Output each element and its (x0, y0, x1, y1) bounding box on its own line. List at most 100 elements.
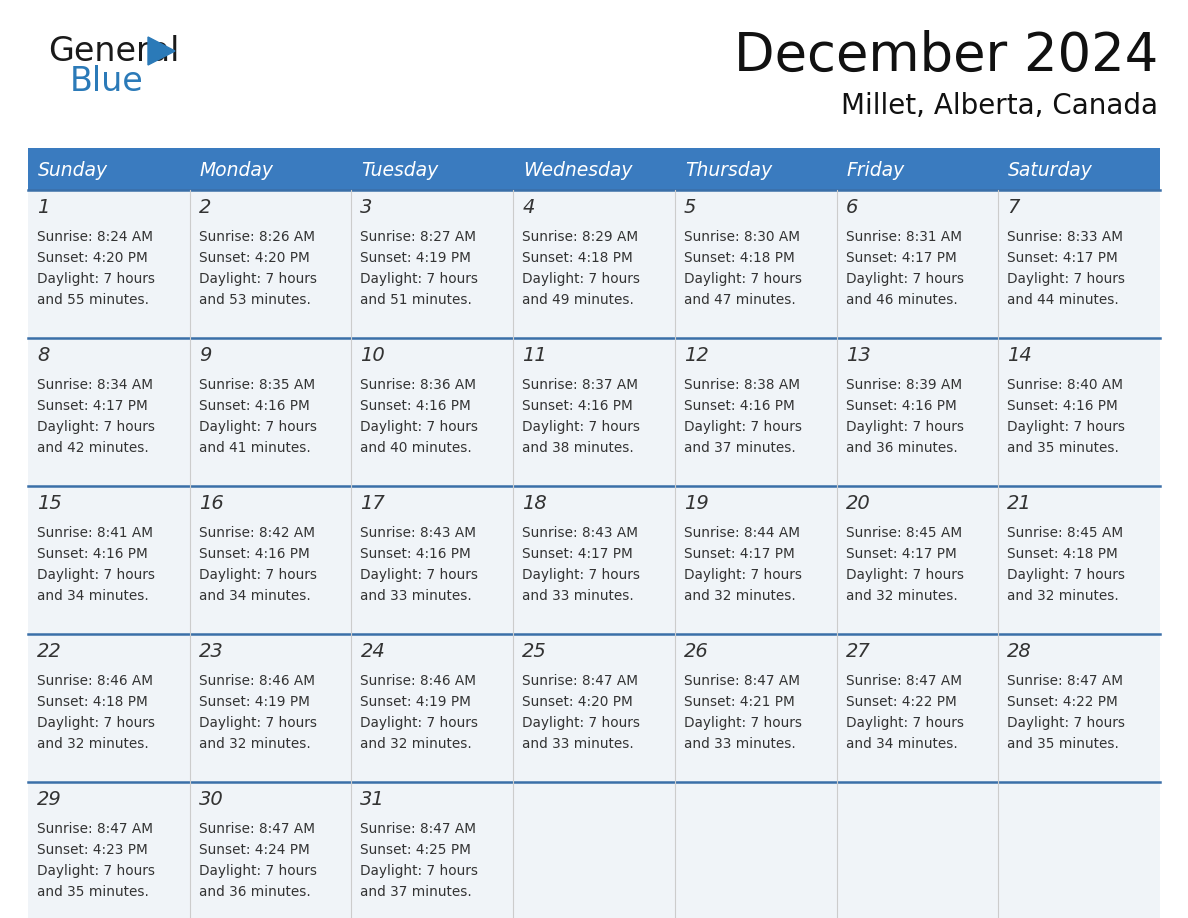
Text: Sunrise: 8:45 AM: Sunrise: 8:45 AM (1007, 526, 1124, 540)
Text: Daylight: 7 hours: Daylight: 7 hours (37, 864, 154, 878)
Text: Sunrise: 8:37 AM: Sunrise: 8:37 AM (523, 378, 638, 392)
Text: and 35 minutes.: and 35 minutes. (1007, 441, 1119, 455)
Text: 1: 1 (37, 198, 50, 217)
Text: and 41 minutes.: and 41 minutes. (198, 441, 310, 455)
Text: Sunrise: 8:35 AM: Sunrise: 8:35 AM (198, 378, 315, 392)
Text: 10: 10 (360, 346, 385, 365)
Text: Sunset: 4:18 PM: Sunset: 4:18 PM (523, 251, 633, 265)
Text: December 2024: December 2024 (734, 30, 1158, 82)
Text: Sunrise: 8:26 AM: Sunrise: 8:26 AM (198, 230, 315, 244)
Text: Sunset: 4:17 PM: Sunset: 4:17 PM (523, 547, 633, 561)
Text: and 32 minutes.: and 32 minutes. (684, 589, 796, 603)
Text: and 32 minutes.: and 32 minutes. (37, 737, 148, 751)
Text: and 53 minutes.: and 53 minutes. (198, 293, 310, 307)
Text: Sunset: 4:16 PM: Sunset: 4:16 PM (846, 399, 956, 413)
Text: Sunrise: 8:47 AM: Sunrise: 8:47 AM (1007, 674, 1124, 688)
Text: Daylight: 7 hours: Daylight: 7 hours (846, 272, 963, 286)
Text: Sunrise: 8:34 AM: Sunrise: 8:34 AM (37, 378, 153, 392)
Bar (29, 148, 1159, 190)
Bar (29, 782, 1159, 918)
Text: 29: 29 (37, 790, 62, 809)
Text: Daylight: 7 hours: Daylight: 7 hours (846, 420, 963, 434)
Text: Sunset: 4:17 PM: Sunset: 4:17 PM (1007, 251, 1118, 265)
Text: Sunrise: 8:47 AM: Sunrise: 8:47 AM (684, 674, 800, 688)
Text: and 37 minutes.: and 37 minutes. (684, 441, 796, 455)
Text: 2: 2 (198, 198, 211, 217)
Text: Sunrise: 8:40 AM: Sunrise: 8:40 AM (1007, 378, 1124, 392)
Text: Daylight: 7 hours: Daylight: 7 hours (1007, 420, 1125, 434)
Text: Thursday: Thursday (684, 161, 772, 180)
Text: Sunrise: 8:47 AM: Sunrise: 8:47 AM (523, 674, 638, 688)
Text: Daylight: 7 hours: Daylight: 7 hours (846, 716, 963, 730)
Text: and 35 minutes.: and 35 minutes. (37, 885, 148, 899)
Text: and 55 minutes.: and 55 minutes. (37, 293, 148, 307)
Text: 28: 28 (1007, 642, 1032, 661)
Text: Sunset: 4:24 PM: Sunset: 4:24 PM (198, 843, 309, 857)
Text: Sunset: 4:16 PM: Sunset: 4:16 PM (37, 547, 147, 561)
Text: Sunset: 4:21 PM: Sunset: 4:21 PM (684, 695, 795, 709)
Text: Daylight: 7 hours: Daylight: 7 hours (37, 272, 154, 286)
Text: Daylight: 7 hours: Daylight: 7 hours (37, 420, 154, 434)
Text: Sunset: 4:17 PM: Sunset: 4:17 PM (846, 251, 956, 265)
Text: Daylight: 7 hours: Daylight: 7 hours (684, 716, 802, 730)
Text: Millet, Alberta, Canada: Millet, Alberta, Canada (841, 92, 1158, 120)
Text: Daylight: 7 hours: Daylight: 7 hours (523, 272, 640, 286)
Text: Daylight: 7 hours: Daylight: 7 hours (360, 272, 479, 286)
Text: and 36 minutes.: and 36 minutes. (846, 441, 958, 455)
Text: Daylight: 7 hours: Daylight: 7 hours (1007, 568, 1125, 582)
Text: and 32 minutes.: and 32 minutes. (846, 589, 958, 603)
Text: and 37 minutes.: and 37 minutes. (360, 885, 472, 899)
Text: Sunrise: 8:43 AM: Sunrise: 8:43 AM (360, 526, 476, 540)
Text: Sunrise: 8:27 AM: Sunrise: 8:27 AM (360, 230, 476, 244)
Bar (29, 634, 1159, 782)
Text: 15: 15 (37, 494, 62, 513)
Text: Daylight: 7 hours: Daylight: 7 hours (360, 716, 479, 730)
Text: Sunrise: 8:46 AM: Sunrise: 8:46 AM (198, 674, 315, 688)
Text: Daylight: 7 hours: Daylight: 7 hours (1007, 272, 1125, 286)
Text: and 34 minutes.: and 34 minutes. (198, 589, 310, 603)
Text: Sunset: 4:22 PM: Sunset: 4:22 PM (1007, 695, 1118, 709)
Text: Sunset: 4:23 PM: Sunset: 4:23 PM (37, 843, 147, 857)
Text: Tuesday: Tuesday (361, 161, 438, 180)
Text: 6: 6 (846, 198, 858, 217)
Text: Sunset: 4:17 PM: Sunset: 4:17 PM (684, 547, 795, 561)
Text: and 34 minutes.: and 34 minutes. (37, 589, 148, 603)
Text: and 32 minutes.: and 32 minutes. (360, 737, 472, 751)
Text: Sunset: 4:19 PM: Sunset: 4:19 PM (360, 695, 472, 709)
Text: Sunrise: 8:47 AM: Sunrise: 8:47 AM (37, 822, 153, 836)
Text: Sunrise: 8:41 AM: Sunrise: 8:41 AM (37, 526, 153, 540)
Text: Sunset: 4:16 PM: Sunset: 4:16 PM (1007, 399, 1118, 413)
Text: Sunset: 4:16 PM: Sunset: 4:16 PM (684, 399, 795, 413)
Text: and 49 minutes.: and 49 minutes. (523, 293, 634, 307)
Text: Daylight: 7 hours: Daylight: 7 hours (684, 272, 802, 286)
Polygon shape (148, 37, 175, 65)
Text: Sunrise: 8:33 AM: Sunrise: 8:33 AM (1007, 230, 1124, 244)
Text: 27: 27 (846, 642, 871, 661)
Text: 19: 19 (684, 494, 708, 513)
Text: and 32 minutes.: and 32 minutes. (1007, 589, 1119, 603)
Text: 30: 30 (198, 790, 223, 809)
Text: Daylight: 7 hours: Daylight: 7 hours (360, 420, 479, 434)
Text: and 38 minutes.: and 38 minutes. (523, 441, 634, 455)
Text: Sunrise: 8:38 AM: Sunrise: 8:38 AM (684, 378, 800, 392)
Text: 5: 5 (684, 198, 696, 217)
Text: 25: 25 (523, 642, 546, 661)
Text: 16: 16 (198, 494, 223, 513)
Text: 4: 4 (523, 198, 535, 217)
Text: Daylight: 7 hours: Daylight: 7 hours (198, 272, 317, 286)
Text: and 34 minutes.: and 34 minutes. (846, 737, 958, 751)
Text: 24: 24 (360, 642, 385, 661)
Text: Daylight: 7 hours: Daylight: 7 hours (360, 568, 479, 582)
Text: and 32 minutes.: and 32 minutes. (198, 737, 310, 751)
Text: and 40 minutes.: and 40 minutes. (360, 441, 472, 455)
Text: Daylight: 7 hours: Daylight: 7 hours (198, 568, 317, 582)
Text: Sunset: 4:18 PM: Sunset: 4:18 PM (1007, 547, 1118, 561)
Text: 13: 13 (846, 346, 871, 365)
Text: and 46 minutes.: and 46 minutes. (846, 293, 958, 307)
Text: 3: 3 (360, 198, 373, 217)
Text: 21: 21 (1007, 494, 1032, 513)
Text: and 33 minutes.: and 33 minutes. (684, 737, 796, 751)
Text: Sunrise: 8:31 AM: Sunrise: 8:31 AM (846, 230, 961, 244)
Text: 31: 31 (360, 790, 385, 809)
Text: Daylight: 7 hours: Daylight: 7 hours (198, 420, 317, 434)
